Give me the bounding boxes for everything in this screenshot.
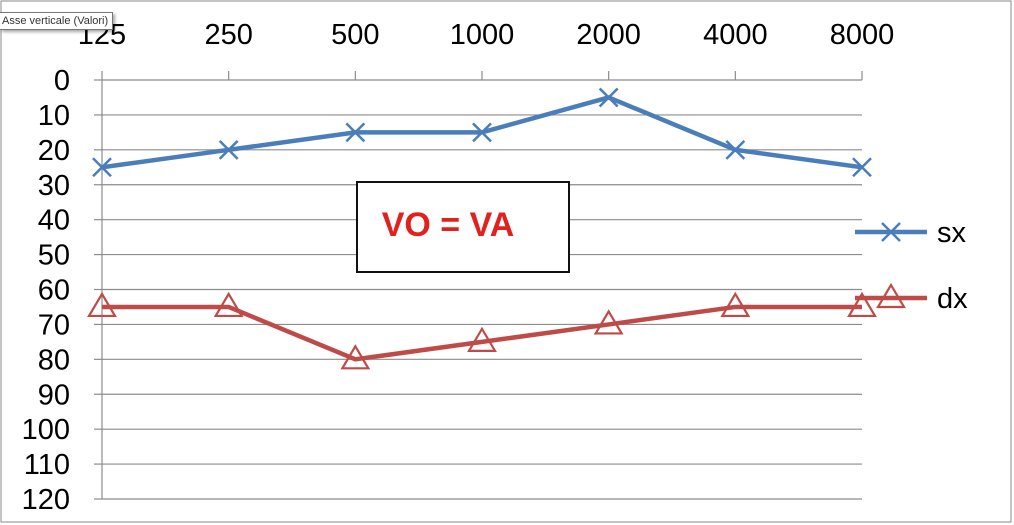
data-point-triangle [720,291,751,318]
series-lines [87,87,877,370]
data-point-cross [598,87,619,108]
data-point-cross [345,122,366,143]
y-tick-label: 10 [38,100,70,132]
legend-label: sx [937,217,967,249]
x-tick-label: 4000 [703,19,768,51]
axis-tooltip: Asse verticale (Valori) [0,12,114,30]
x-tick-label: 8000 [830,19,895,51]
data-point-triangle [847,291,877,318]
x-tick-label: 2000 [576,19,641,51]
data-point-triangle [876,282,906,309]
data-point-cross [852,157,872,178]
y-tick-label: 0 [54,65,70,97]
y-tick-label: 120 [22,484,70,516]
y-tick-label: 100 [22,414,70,446]
data-point-triangle [340,344,371,370]
data-point-cross [881,222,901,242]
data-point-triangle [87,291,117,318]
y-tick-label: 70 [38,309,70,341]
data-point-cross [218,139,239,160]
series-line-dx [102,304,862,362]
legend-entry-sx: sx [855,217,967,249]
y-tick-label: 80 [38,344,70,376]
data-point-cross [92,157,112,178]
data-point-triangle [593,309,624,335]
data-point-cross [725,139,746,160]
x-tick-label: 500 [331,19,379,51]
legend-label: dx [937,283,968,315]
data-point-triangle [467,326,497,352]
x-tick-label: 1000 [450,19,515,51]
annotation-box: VO = VA [356,181,570,273]
y-tick-label: 50 [38,240,70,272]
x-tick-label: 250 [204,19,252,51]
y-tick-label: 90 [38,379,70,411]
axes [94,71,863,500]
data-point-cross [472,122,492,143]
legend-entry-dx: dx [855,282,968,315]
legend: sx dx [855,217,968,315]
y-tick-label: 60 [38,275,70,307]
y-tick-label: 40 [38,205,70,237]
y-tick-label: 110 [24,449,70,481]
y-tick-label: 20 [38,135,70,167]
annotation-text: VO = VA [381,206,515,244]
data-point-triangle [213,291,244,318]
y-tick-label: 30 [38,170,70,202]
